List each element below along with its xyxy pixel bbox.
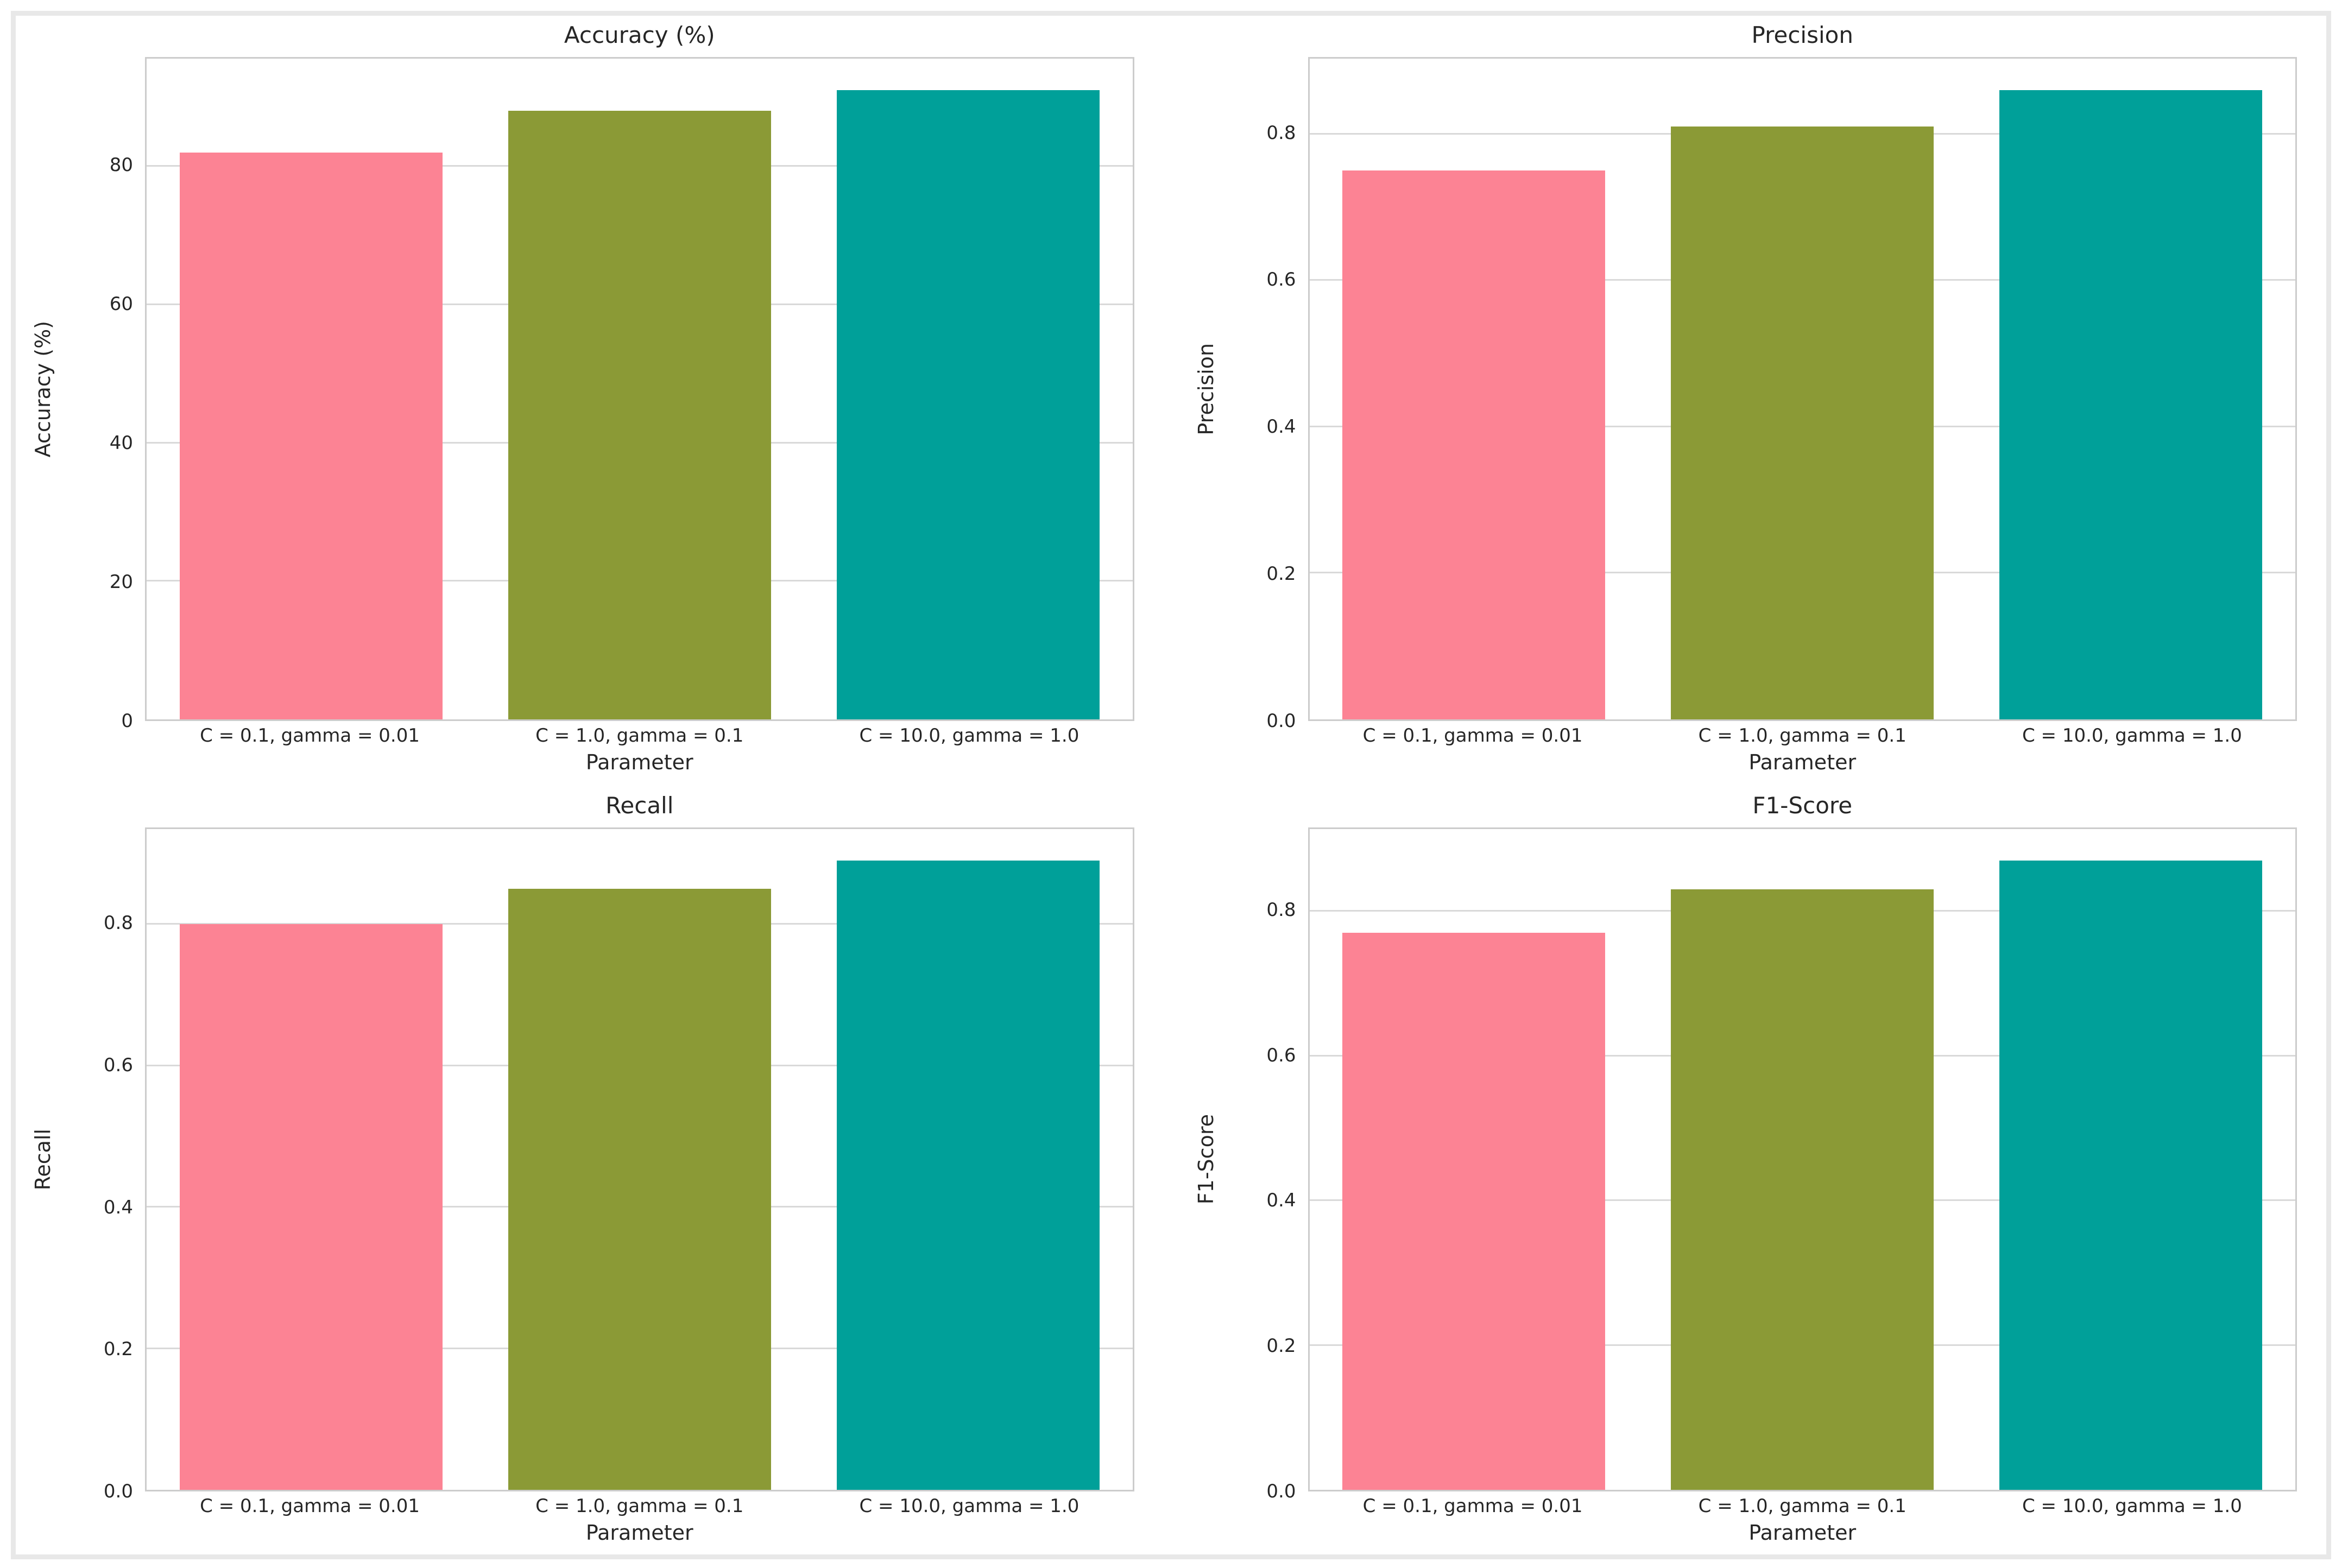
- bars: [1310, 829, 2296, 1490]
- x-axis-label: Parameter: [1748, 1521, 1857, 1545]
- y-axis: F1-Score 0.0 0.2 0.4 0.6 0.8: [1182, 827, 1308, 1502]
- figure-frame: Accuracy (%) Accuracy (%) 0 20 40 60 80 C = …: [11, 11, 2331, 1559]
- x-tick-label: C = 10.0, gamma = 1.0: [859, 725, 1080, 747]
- x-axis-label: Parameter: [1748, 750, 1857, 774]
- bar: [836, 90, 1100, 719]
- x-tick-label: C = 10.0, gamma = 1.0: [2022, 725, 2242, 747]
- bar-slot: [1967, 829, 2295, 1490]
- bar: [508, 111, 771, 719]
- plot-area: [145, 57, 1134, 721]
- y-axis: Precision 0.0 0.2 0.4 0.6 0.8: [1182, 57, 1308, 732]
- chart-precision: Precision Precision 0.0 0.2 0.4 0.6 0.8 C = …: [1182, 18, 2324, 782]
- y-tick-label: 0: [121, 710, 133, 732]
- x-tick-label: C = 1.0, gamma = 0.1: [535, 1495, 744, 1517]
- chart-f1-score: F1-Score F1-Score 0.0 0.2 0.4 0.6 0.8 C = 0.…: [1182, 788, 2324, 1552]
- bars: [147, 59, 1133, 719]
- bar: [1999, 90, 2263, 719]
- subplot-grid: Accuracy (%) Accuracy (%) 0 20 40 60 80 C = …: [19, 18, 2323, 1552]
- x-tick-label: C = 0.1, gamma = 0.01: [200, 1495, 420, 1517]
- x-tick-label: C = 0.1, gamma = 0.01: [200, 725, 420, 747]
- bar: [1999, 860, 2263, 1490]
- bars: [147, 829, 1133, 1490]
- y-tick-label: 60: [109, 293, 133, 315]
- y-axis-label: Precision: [1194, 343, 1218, 435]
- x-tick-label: C = 1.0, gamma = 0.1: [1698, 1495, 1907, 1517]
- x-tick-label: C = 10.0, gamma = 1.0: [859, 1495, 1080, 1517]
- bar-slot: [1310, 829, 1638, 1490]
- x-tick-label: C = 1.0, gamma = 0.1: [535, 725, 744, 747]
- x-tick-labels: C = 0.1, gamma = 0.01 C = 1.0, gamma = 0.…: [145, 721, 1134, 750]
- y-tick-label: 0.4: [1266, 1190, 1296, 1212]
- bar-slot: [1967, 59, 2295, 719]
- bar: [836, 860, 1100, 1490]
- y-axis: Accuracy (%) 0 20 40 60 80: [19, 57, 145, 732]
- bar: [1671, 127, 1934, 719]
- y-axis-label: Accuracy (%): [31, 320, 55, 458]
- chart-title: F1-Score: [1752, 792, 1853, 819]
- x-tick-label: C = 10.0, gamma = 1.0: [2022, 1495, 2242, 1517]
- y-tick-label: 40: [109, 432, 133, 454]
- chart-title: Accuracy (%): [564, 22, 715, 48]
- chart-title: Precision: [1751, 22, 1853, 48]
- y-tick-label: 0.6: [103, 1054, 133, 1076]
- bar-slot: [147, 829, 475, 1490]
- y-axis-label: Recall: [31, 1128, 55, 1191]
- bar: [1671, 889, 1934, 1490]
- y-tick-label: 0.2: [1266, 1335, 1296, 1357]
- y-tick-label: 0.4: [1266, 416, 1296, 438]
- bar-slot: [147, 59, 475, 719]
- bar: [1342, 170, 1606, 719]
- x-axis-label: Parameter: [585, 1521, 693, 1545]
- bar-slot: [804, 59, 1132, 719]
- bar-slot: [1310, 59, 1638, 719]
- x-tick-labels: C = 0.1, gamma = 0.01 C = 1.0, gamma = 0.…: [1308, 1491, 2297, 1521]
- bar: [179, 152, 443, 719]
- chart-accuracy: Accuracy (%) Accuracy (%) 0 20 40 60 80 C = …: [19, 18, 1160, 782]
- plot-area: [145, 827, 1134, 1491]
- y-tick-label: 0.8: [1266, 122, 1296, 144]
- y-tick-label: 0.2: [103, 1338, 133, 1361]
- bar-slot: [475, 59, 804, 719]
- y-axis-label: F1-Score: [1194, 1114, 1218, 1205]
- y-tick-label: 0.0: [103, 1481, 133, 1502]
- bar: [508, 889, 771, 1490]
- y-tick-label: 80: [109, 154, 133, 176]
- y-tick-label: 0.0: [1266, 1481, 1296, 1502]
- bar: [1342, 933, 1606, 1490]
- bar-slot: [1638, 59, 1967, 719]
- y-tick-label: 0.6: [1266, 269, 1296, 291]
- bar-slot: [804, 829, 1132, 1490]
- x-tick-labels: C = 0.1, gamma = 0.01 C = 1.0, gamma = 0.…: [1308, 721, 2297, 750]
- y-tick-label: 0.4: [103, 1196, 133, 1218]
- x-axis-label: Parameter: [585, 750, 693, 774]
- chart-recall: Recall Recall 0.0 0.2 0.4 0.6 0.8 C = 0.1, g…: [19, 788, 1160, 1552]
- chart-title: Recall: [605, 792, 674, 819]
- y-tick-label: 0.8: [103, 912, 133, 934]
- plot-area: [1308, 57, 2297, 721]
- bar-slot: [475, 829, 804, 1490]
- y-tick-label: 0.6: [1266, 1044, 1296, 1066]
- x-tick-label: C = 1.0, gamma = 0.1: [1698, 725, 1907, 747]
- x-tick-label: C = 0.1, gamma = 0.01: [1362, 725, 1583, 747]
- bar-slot: [1638, 829, 1967, 1490]
- x-tick-label: C = 0.1, gamma = 0.01: [1362, 1495, 1583, 1517]
- bars: [1310, 59, 2296, 719]
- y-tick-label: 0.2: [1266, 563, 1296, 585]
- bar: [179, 924, 443, 1490]
- y-axis: Recall 0.0 0.2 0.4 0.6 0.8: [19, 827, 145, 1502]
- x-tick-labels: C = 0.1, gamma = 0.01 C = 1.0, gamma = 0.…: [145, 1491, 1134, 1521]
- y-tick-label: 0.8: [1266, 899, 1296, 921]
- y-tick-label: 20: [109, 571, 133, 593]
- plot-area: [1308, 827, 2297, 1491]
- y-tick-label: 0.0: [1266, 710, 1296, 732]
